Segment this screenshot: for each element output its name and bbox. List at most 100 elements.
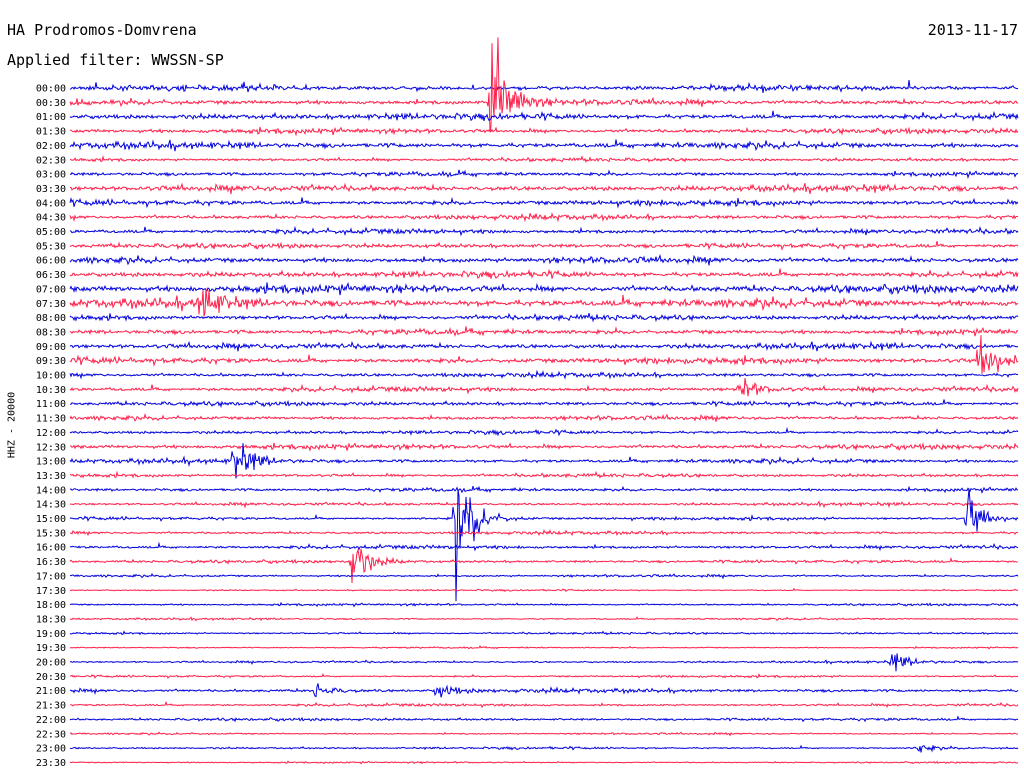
trace-row <box>69 587 1019 593</box>
row-label: 11:30 <box>36 414 66 425</box>
trace-row <box>69 37 1019 133</box>
row-label: 20:00 <box>36 658 66 669</box>
row-label: 11:00 <box>36 399 66 410</box>
row-label: 07:00 <box>36 284 66 295</box>
trace-row <box>69 369 1019 380</box>
trace-row <box>69 412 1019 422</box>
row-label: 23:00 <box>36 744 66 755</box>
trace-row <box>69 548 1019 584</box>
trace-row <box>69 700 1019 709</box>
row-label: 22:00 <box>36 715 66 726</box>
trace-row <box>69 442 1019 452</box>
row-label: 15:30 <box>36 528 66 539</box>
trace-row <box>69 80 1019 93</box>
row-label: 09:30 <box>36 356 66 367</box>
row-label: 05:00 <box>36 227 66 238</box>
row-label: 08:00 <box>36 313 66 324</box>
row-label: 23:30 <box>36 758 66 769</box>
trace-row <box>69 326 1019 337</box>
trace-row <box>69 155 1019 164</box>
trace-row <box>69 110 1019 122</box>
row-label: 00:30 <box>36 98 66 109</box>
row-label: 04:30 <box>36 213 66 224</box>
row-time-labels: 00:00 00:30 01:00 01:30 02:00 02:30 03:00 03:30… <box>36 84 66 769</box>
trace-row <box>69 715 1019 723</box>
trace-row <box>69 645 1019 650</box>
trace-row <box>69 485 1019 494</box>
row-label: 21:30 <box>36 701 66 712</box>
trace-row <box>69 601 1019 608</box>
row-label: 19:30 <box>36 643 66 654</box>
row-label: 02:00 <box>36 141 66 152</box>
trace-row <box>69 443 1019 479</box>
row-label: 17:00 <box>36 571 66 582</box>
row-label: 10:30 <box>36 385 66 396</box>
trace-row <box>69 630 1019 636</box>
row-label: 10:00 <box>36 371 66 382</box>
row-label: 03:00 <box>36 170 66 181</box>
row-label: 14:30 <box>36 500 66 511</box>
trace-row <box>69 282 1019 296</box>
row-label: 21:00 <box>36 686 66 697</box>
trace-row <box>69 426 1019 437</box>
trace-row <box>69 312 1019 323</box>
trace-row <box>69 126 1019 137</box>
row-label: 06:00 <box>36 256 66 267</box>
trace-row <box>69 683 1019 698</box>
trace-row <box>69 240 1019 251</box>
trace-row <box>69 653 1019 672</box>
trace-row <box>69 212 1019 223</box>
trace-row <box>69 616 1019 622</box>
row-label: 05:30 <box>36 241 66 252</box>
row-label: 06:30 <box>36 270 66 281</box>
trace-row <box>69 673 1019 679</box>
row-label: 01:30 <box>36 127 66 138</box>
station-title: HA Prodromos-Domvrena <box>7 21 197 39</box>
trace-row <box>69 488 1019 602</box>
row-label: 07:30 <box>36 299 66 310</box>
row-label: 22:30 <box>36 729 66 740</box>
row-label: 14:00 <box>36 485 66 496</box>
trace-row <box>69 225 1019 237</box>
row-label: 20:30 <box>36 672 66 683</box>
row-label: 15:00 <box>36 514 66 525</box>
row-label: 16:30 <box>36 557 66 568</box>
trace-row <box>69 731 1019 737</box>
trace-row <box>69 541 1019 552</box>
row-label: 13:30 <box>36 471 66 482</box>
row-label: 18:30 <box>36 614 66 625</box>
trace-row <box>69 340 1019 352</box>
seismic-traces <box>69 37 1019 765</box>
trace-row <box>69 529 1019 537</box>
trace-row <box>69 253 1019 266</box>
date-label: 2013-11-17 <box>927 21 1018 39</box>
row-label: 18:00 <box>36 600 66 611</box>
trace-row <box>70 399 1019 409</box>
trace-row <box>69 377 1019 397</box>
filter-label: Applied filter: WWSSN-SP <box>7 51 224 69</box>
trace-row <box>69 169 1019 180</box>
trace-row <box>69 744 1019 753</box>
row-label: 12:30 <box>36 442 66 453</box>
trace-row <box>69 288 1019 317</box>
trace-row <box>69 760 1019 765</box>
trace-row <box>69 500 1019 509</box>
row-label: 01:00 <box>36 112 66 123</box>
row-label: 16:00 <box>36 543 66 554</box>
trace-row <box>69 182 1019 195</box>
row-label: 02:30 <box>36 155 66 166</box>
row-label: 17:30 <box>36 586 66 597</box>
trace-row <box>69 139 1019 152</box>
trace-row <box>69 268 1019 280</box>
row-label: 12:00 <box>36 428 66 439</box>
row-label: 09:00 <box>36 342 66 353</box>
row-label: 13:00 <box>36 457 66 468</box>
trace-row <box>69 470 1019 479</box>
row-label: 19:00 <box>36 629 66 640</box>
trace-row <box>69 196 1019 209</box>
row-label: 00:00 <box>36 84 66 95</box>
row-label: 04:00 <box>36 198 66 209</box>
row-label: 03:30 <box>36 184 66 195</box>
row-label: 08:30 <box>36 327 66 338</box>
